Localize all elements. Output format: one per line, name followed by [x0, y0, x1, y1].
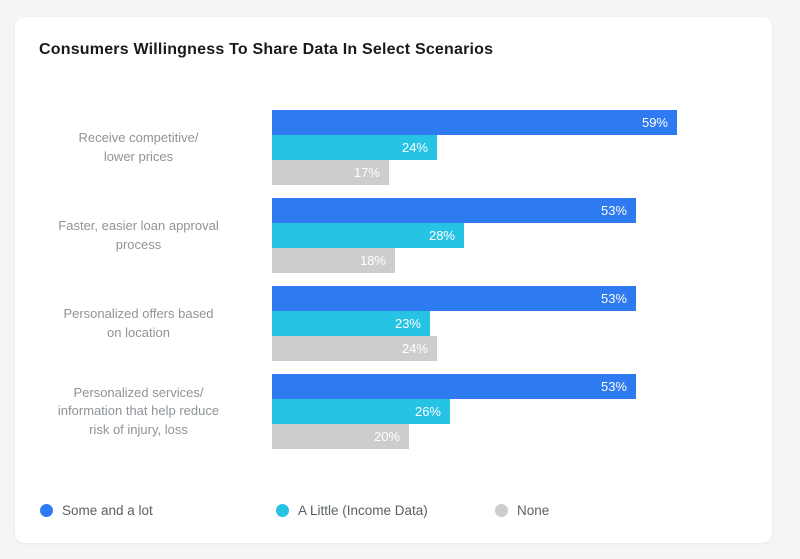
- bar-value-label: 53%: [600, 379, 627, 394]
- bar-group: 59% 24% 17%: [272, 110, 772, 185]
- bar-a-little-income-data: 24%: [272, 135, 437, 160]
- legend-dot-icon: [40, 504, 53, 517]
- legend-item: A Little (Income Data): [276, 503, 495, 518]
- bar-value-label: 24%: [401, 140, 428, 155]
- bar-value-label: 26%: [414, 404, 441, 419]
- chart-card: Consumers Willingness To Share Data In S…: [15, 17, 772, 543]
- bar-value-label: 17%: [353, 165, 380, 180]
- bar-group: 53% 26% 20%: [272, 374, 772, 449]
- category-label: Personalized offers based on location: [63, 306, 214, 340]
- bar-a-little-income-data: 23%: [272, 311, 430, 336]
- legend-dot-icon: [495, 504, 508, 517]
- legend: Some and a lot A Little (Income Data) None: [40, 503, 549, 518]
- bar-a-little-income-data: 26%: [272, 399, 450, 424]
- bar-group: 53% 23% 24%: [272, 286, 772, 361]
- chart-row: Faster, easier loan approval process 53% 2…: [15, 198, 772, 273]
- bar-value-label: 59%: [641, 115, 668, 130]
- bar-chart: Receive competitive/ lower prices 59% 24% 1…: [15, 110, 772, 462]
- bar-some-and-a-lot: 53%: [272, 374, 636, 399]
- bar-value-label: 20%: [373, 429, 400, 444]
- bar-none: 24%: [272, 336, 437, 361]
- chart-row: Personalized services/ information that …: [15, 374, 772, 449]
- bar-a-little-income-data: 28%: [272, 223, 464, 248]
- legend-dot-icon: [276, 504, 289, 517]
- bar-none: 20%: [272, 424, 409, 449]
- bar-value-label: 53%: [600, 291, 627, 306]
- legend-label: A Little (Income Data): [298, 503, 428, 518]
- bar-group: 53% 28% 18%: [272, 198, 772, 273]
- bar-value-label: 53%: [600, 203, 627, 218]
- category-label: Personalized services/ information that …: [57, 384, 220, 437]
- legend-item: None: [495, 503, 549, 518]
- legend-label: Some and a lot: [62, 503, 153, 518]
- bar-some-and-a-lot: 59%: [272, 110, 677, 135]
- category-label: Faster, easier loan approval process: [58, 218, 219, 252]
- bar-some-and-a-lot: 53%: [272, 286, 636, 311]
- legend-item: Some and a lot: [40, 503, 276, 518]
- bar-some-and-a-lot: 53%: [272, 198, 636, 223]
- bar-none: 18%: [272, 248, 395, 273]
- legend-label: None: [517, 503, 550, 518]
- chart-title: Consumers Willingness To Share Data In S…: [39, 41, 494, 58]
- bar-value-label: 24%: [401, 341, 428, 356]
- chart-row: Receive competitive/ lower prices 59% 24% 1…: [15, 110, 772, 185]
- category-label: Receive competitive/ lower prices: [78, 130, 199, 164]
- bar-value-label: 23%: [394, 316, 421, 331]
- bar-none: 17%: [272, 160, 389, 185]
- bar-value-label: 28%: [428, 228, 455, 243]
- chart-row: Personalized offers based on location 53%…: [15, 286, 772, 361]
- bar-value-label: 18%: [359, 253, 386, 268]
